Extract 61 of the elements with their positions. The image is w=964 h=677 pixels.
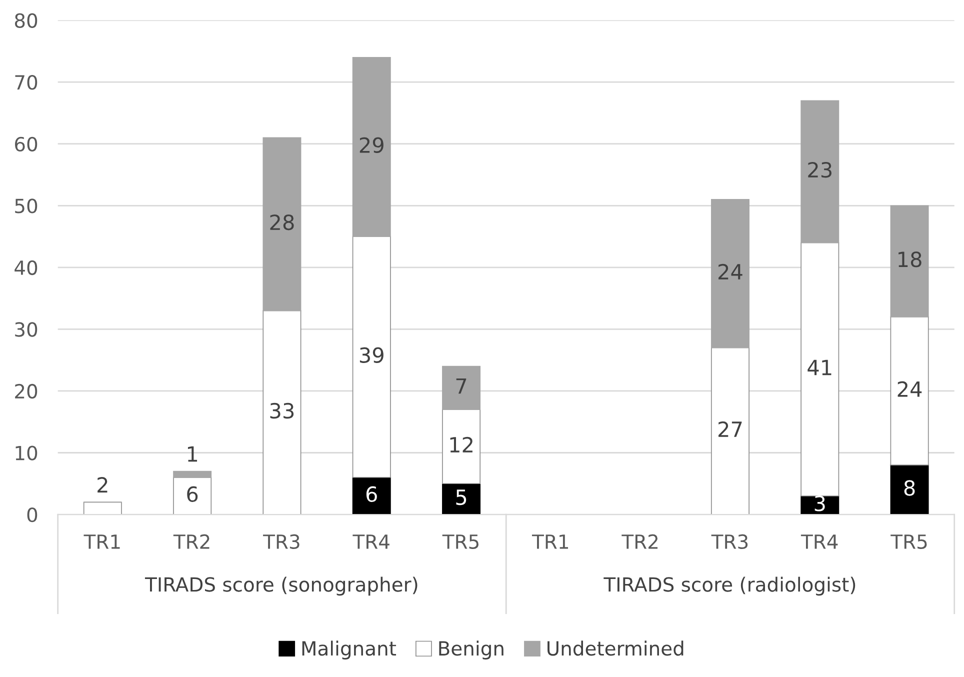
data-label: 27 <box>718 421 742 437</box>
bar <box>800 100 840 244</box>
data-label: 3 <box>814 496 825 512</box>
bar <box>352 477 391 515</box>
bar <box>83 502 122 515</box>
bar <box>352 56 391 237</box>
bar <box>800 242 840 496</box>
data-label: 6 <box>187 486 198 502</box>
y-tick-label: 30 <box>15 322 38 337</box>
y-tick-label: 70 <box>15 75 38 90</box>
y-tick-label: 60 <box>15 136 38 152</box>
bar <box>173 477 212 515</box>
x-tick-label: TR2 <box>173 534 210 549</box>
y-tick-label: 50 <box>15 198 38 214</box>
data-label: 24 <box>718 264 742 280</box>
bar <box>442 483 481 515</box>
bar <box>890 464 929 515</box>
data-label: 39 <box>360 347 384 364</box>
data-label: 29 <box>360 137 384 153</box>
bar <box>262 137 302 312</box>
bar <box>352 236 391 478</box>
bar <box>890 316 929 466</box>
y-tick-label: 80 <box>14 13 38 28</box>
x-tick-label: TR1 <box>84 534 120 549</box>
bar <box>262 310 302 515</box>
legend-label: Undetermined <box>548 640 684 656</box>
data-label: 8 <box>904 480 915 496</box>
x-tick-label: TR1 <box>532 534 568 549</box>
bar <box>442 366 481 410</box>
x-tick-label: TR4 <box>352 534 390 549</box>
data-label: 5 <box>456 490 466 506</box>
y-tick-label: 10 <box>16 446 38 460</box>
data-label: 18 <box>898 252 922 268</box>
bar <box>890 205 929 318</box>
data-label: 28 <box>270 214 294 230</box>
x-tick-label: TR2 <box>622 534 658 549</box>
x-tick-label: TR5 <box>442 534 478 550</box>
data-label: 6 <box>366 486 377 502</box>
data-label: 12 <box>450 436 472 452</box>
x-tick-label: TR3 <box>711 534 748 550</box>
data-label: 1 <box>188 446 198 462</box>
text: TIRADS score (radiologist) <box>604 576 856 596</box>
x-tick-label: TR5 <box>890 534 927 550</box>
y-tick-label: 40 <box>14 260 38 276</box>
data-label: 7 <box>456 378 466 394</box>
text: TIRADS score (sonographer) <box>144 576 418 596</box>
bar <box>710 199 750 348</box>
x-tick-label: TR4 <box>800 534 838 549</box>
data-label: 2 <box>98 477 108 492</box>
data-label: 24 <box>898 381 922 397</box>
legend-label: Malignant <box>302 640 396 660</box>
bar <box>710 347 750 515</box>
legend-label: Benign <box>439 640 504 660</box>
x-tick-label: TR3 <box>263 534 300 550</box>
data-label: 23 <box>808 162 832 178</box>
y-tick-label: 20 <box>15 384 38 399</box>
data-label: 33 <box>270 402 294 419</box>
bar <box>173 470 212 478</box>
y-tick-label: 0 <box>27 507 38 522</box>
bar <box>442 409 481 484</box>
data-label: 41 <box>808 360 832 376</box>
